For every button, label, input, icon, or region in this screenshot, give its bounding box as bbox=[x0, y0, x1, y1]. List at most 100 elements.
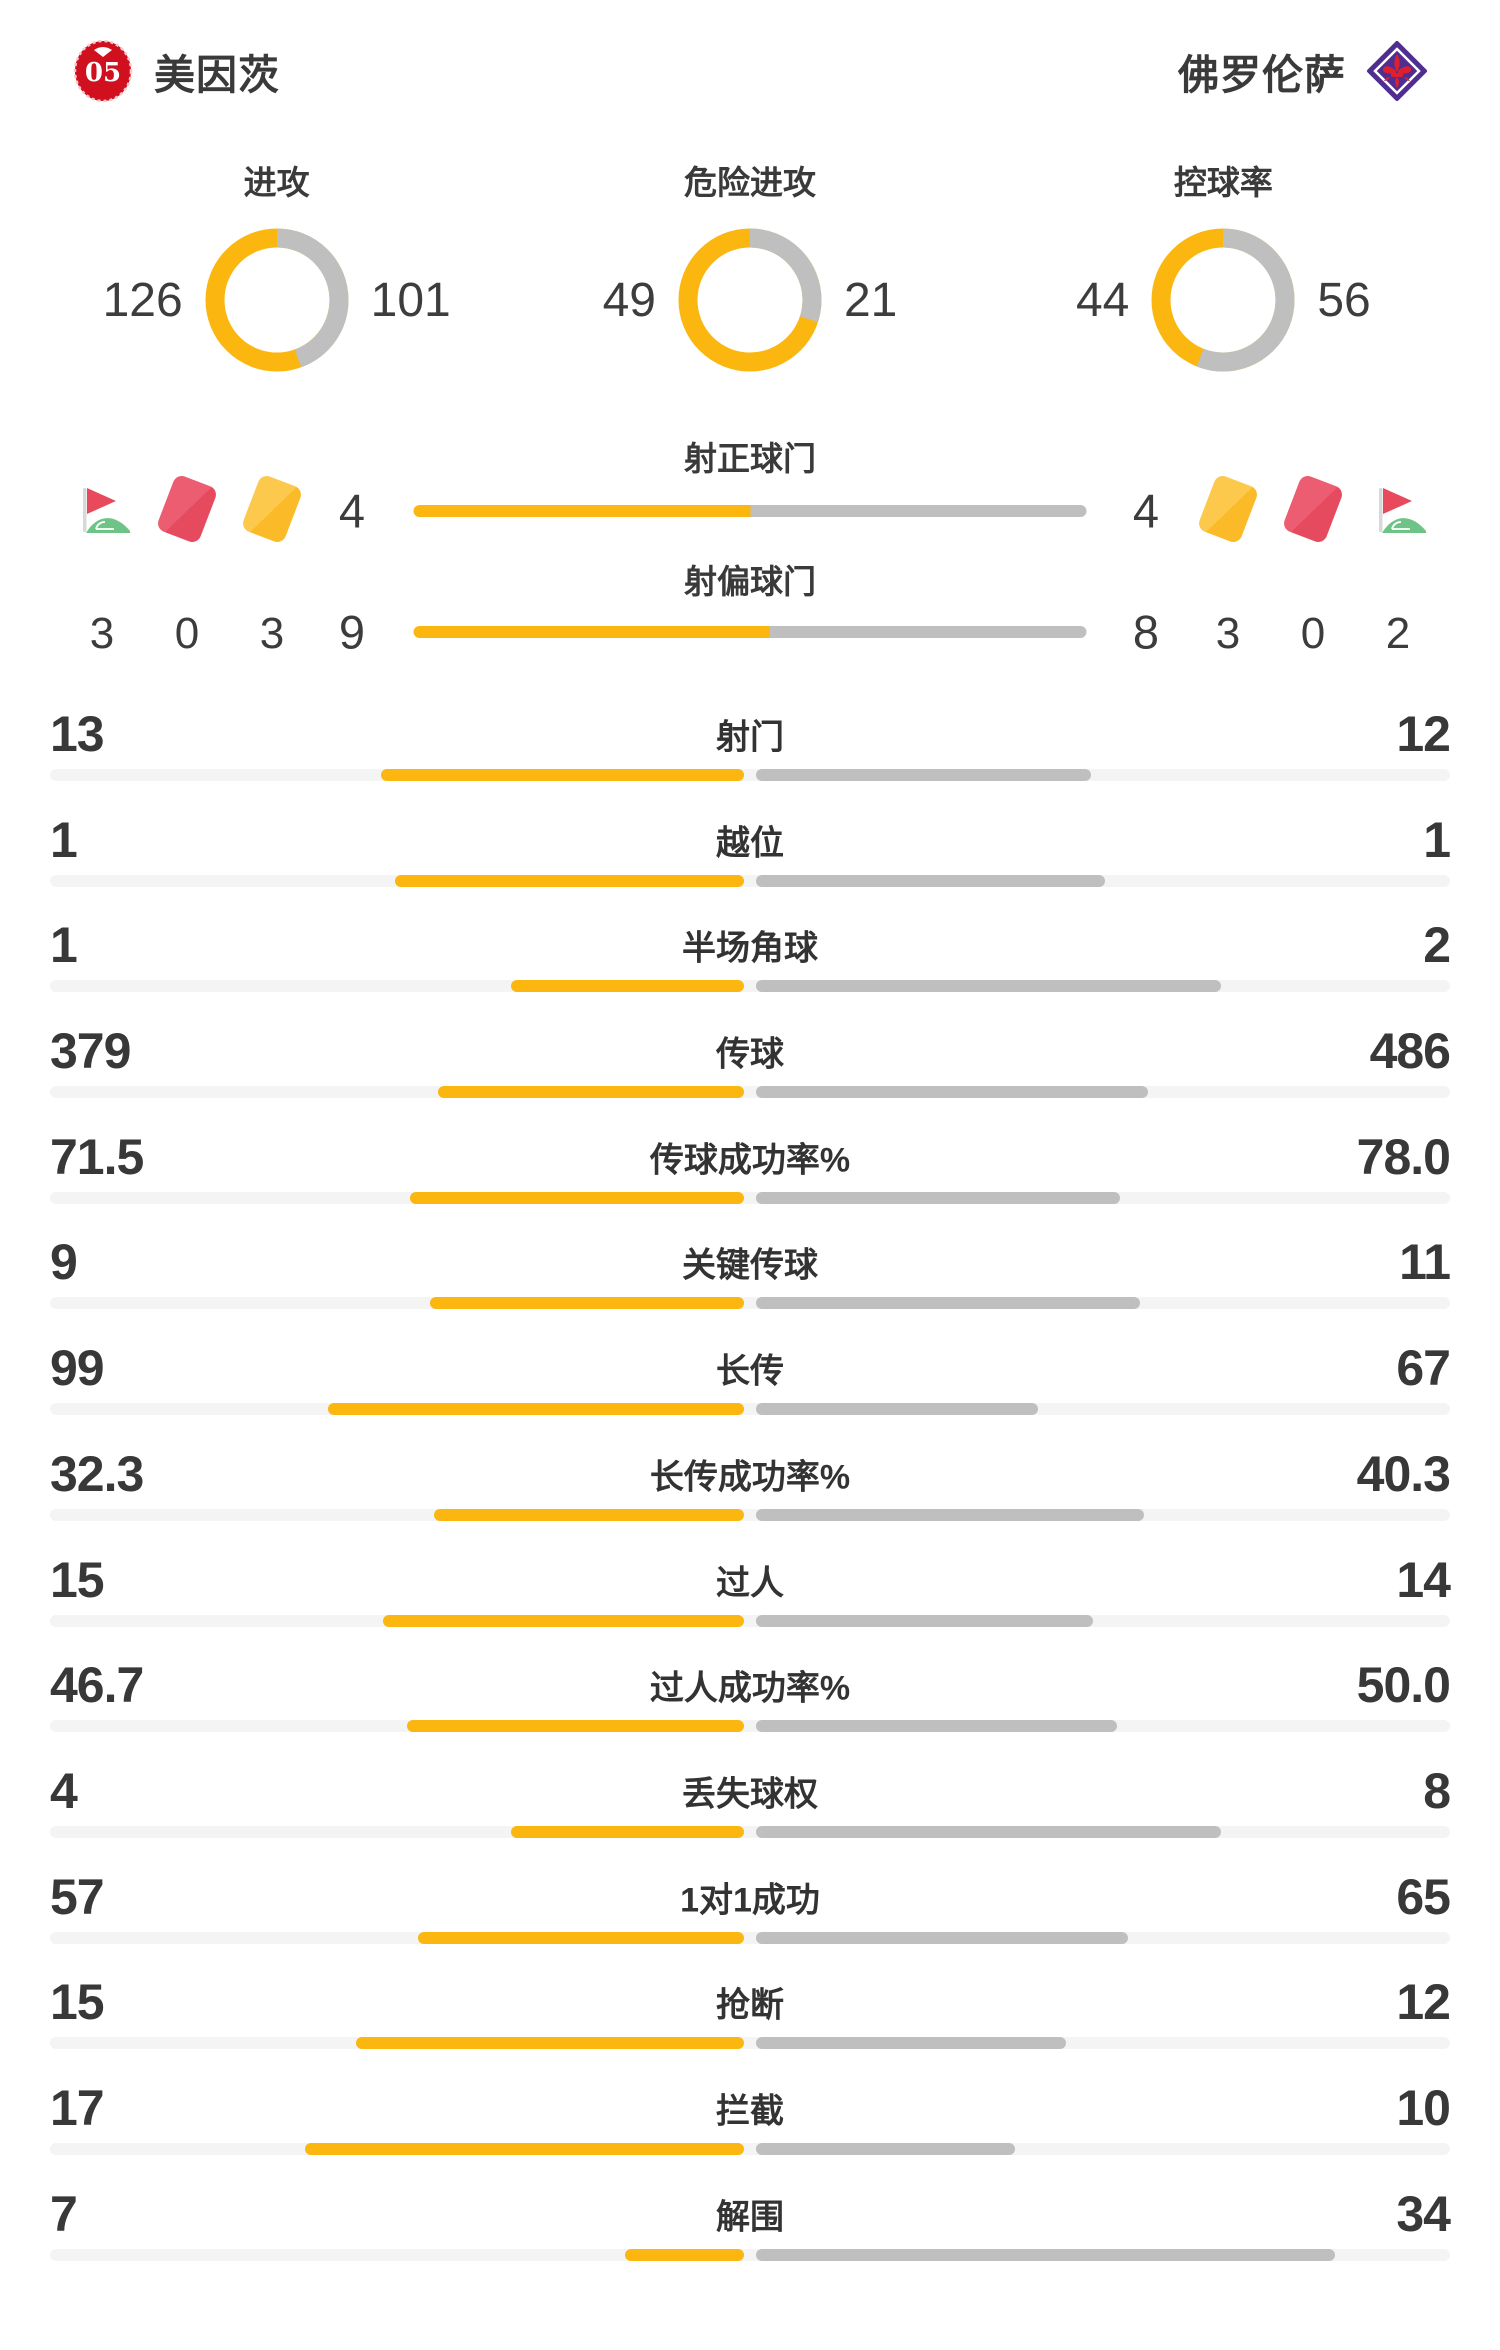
stat-home-value: 57 bbox=[50, 1868, 105, 1925]
shot-compare-bar bbox=[413, 505, 1087, 517]
away-yellow-cards-count: 3 bbox=[1215, 609, 1241, 658]
stat-home-value: 13 bbox=[50, 706, 105, 762]
home-red-cards-count: 0 bbox=[174, 609, 200, 658]
home-corners-count: 3 bbox=[89, 609, 115, 658]
stat-home-fill bbox=[511, 1825, 744, 1838]
stat-row: 15 过人 14 bbox=[0, 1536, 1500, 1642]
shot-away-value: 8 bbox=[1132, 605, 1160, 659]
stat-home-fill bbox=[395, 874, 744, 887]
stat-label: 越位 bbox=[716, 824, 784, 863]
stat-row: 46.7 过人成功率% 50.0 bbox=[0, 1641, 1500, 1747]
stat-home-fill bbox=[410, 1191, 744, 1204]
stat-home-value: 15 bbox=[50, 1551, 105, 1608]
stat-home-value: 46.7 bbox=[50, 1657, 144, 1714]
stat-track bbox=[50, 1720, 1450, 1733]
donut-section: 进攻 126 101 危险进攻 49 21 bbox=[0, 164, 1500, 372]
donut-away-value: 56 bbox=[1317, 273, 1371, 327]
stat-row: 57 1对1成功 65 bbox=[0, 1853, 1500, 1959]
away-team-name: 佛罗伦萨 bbox=[1178, 52, 1346, 98]
stat-away-value: 14 bbox=[1396, 1551, 1451, 1608]
home-yellow-card-icon bbox=[240, 473, 304, 545]
stat-label: 解围 bbox=[716, 2198, 784, 2237]
stats-section: 13 射门 12 1 越位 1 1 半场角球 2 bbox=[0, 690, 1500, 2275]
donut-chart bbox=[205, 228, 349, 372]
stat-label: 传球成功率% bbox=[649, 1141, 851, 1180]
shot-bar-home-fill bbox=[413, 626, 770, 638]
stat-home-fill bbox=[381, 769, 744, 781]
stat-label: 抢断 bbox=[716, 1986, 784, 2025]
stat-away-value: 78.0 bbox=[1356, 1128, 1451, 1185]
donut-row: 126 101 bbox=[85, 228, 469, 372]
stat-row: 15 抢断 12 bbox=[0, 1958, 1500, 2064]
stat-track bbox=[50, 874, 1450, 887]
stat-row: 7 解围 34 bbox=[0, 2170, 1500, 2276]
stat-track bbox=[50, 2248, 1450, 2261]
donut-chart bbox=[1151, 228, 1295, 372]
stat-home-value: 4 bbox=[50, 1762, 78, 1819]
stat-track bbox=[50, 980, 1450, 993]
donut-title: 进攻 bbox=[243, 164, 310, 201]
stat-row: 13 射门 12 bbox=[0, 690, 1500, 796]
stat-home-fill bbox=[624, 2248, 744, 2261]
fiorentina-crest-icon bbox=[1367, 41, 1427, 101]
stat-away-fill bbox=[756, 1720, 1117, 1733]
stat-label: 长传成功率% bbox=[649, 1458, 851, 1497]
home-yellow-cards-count: 3 bbox=[259, 609, 285, 658]
donut-away-value: 101 bbox=[370, 273, 451, 327]
stat-home-fill bbox=[356, 2037, 744, 2050]
stat-row: 32.3 长传成功率% 40.3 bbox=[0, 1430, 1500, 1536]
stat-home-value: 1 bbox=[50, 811, 78, 868]
stat-away-fill bbox=[756, 1931, 1128, 1944]
stat-away-fill bbox=[756, 2037, 1067, 2050]
stat-home-value: 7 bbox=[50, 2185, 78, 2242]
donut-row: 44 56 bbox=[1031, 228, 1415, 372]
away-red-card-icon bbox=[1281, 473, 1345, 545]
stat-home-value: 17 bbox=[50, 2079, 105, 2136]
shot-bar-away-fill bbox=[769, 626, 1087, 638]
stat-away-fill bbox=[756, 1086, 1149, 1099]
stat-row: 71.5 传球成功率% 78.0 bbox=[0, 1113, 1500, 1219]
stat-away-fill bbox=[756, 2142, 1015, 2155]
stat-track bbox=[50, 2037, 1450, 2050]
donut-cell: 危险进攻 49 21 bbox=[513, 164, 986, 372]
stat-track bbox=[50, 1191, 1450, 1204]
stat-away-value: 34 bbox=[1396, 2185, 1451, 2242]
home-team-header: 05 美因茨 bbox=[72, 40, 280, 102]
stat-away-value: 67 bbox=[1396, 1340, 1451, 1397]
donut-away-value: 21 bbox=[843, 273, 898, 327]
donut-home-value: 44 bbox=[1075, 273, 1130, 327]
shot-compare-bar bbox=[413, 626, 1087, 638]
stat-track bbox=[50, 1403, 1450, 1416]
stat-away-value: 1 bbox=[1423, 811, 1451, 868]
stat-away-value: 12 bbox=[1396, 1974, 1451, 2031]
stat-track bbox=[50, 1086, 1450, 1099]
stat-track bbox=[50, 1297, 1450, 1310]
stat-away-value: 65 bbox=[1396, 1868, 1451, 1925]
stat-label: 丢失球权 bbox=[682, 1775, 818, 1814]
stat-home-fill bbox=[327, 1403, 744, 1416]
shot-bar-away-fill bbox=[750, 505, 1087, 517]
shot-away-value: 4 bbox=[1132, 484, 1160, 538]
home-corner-flag-icon bbox=[71, 480, 133, 542]
stat-home-fill bbox=[511, 980, 744, 993]
stat-away-fill bbox=[756, 980, 1222, 993]
shot-home-value: 9 bbox=[338, 605, 366, 659]
stat-home-value: 71.5 bbox=[50, 1128, 144, 1185]
donut-title: 控球率 bbox=[1173, 164, 1273, 201]
shot-home-value: 4 bbox=[338, 484, 366, 538]
stat-away-value: 8 bbox=[1423, 1762, 1451, 1819]
away-yellow-card-icon bbox=[1196, 473, 1260, 545]
stat-row: 379 传球 486 bbox=[0, 1007, 1500, 1113]
away-team-header: 佛罗伦萨 bbox=[1178, 40, 1428, 102]
donut-chart bbox=[678, 228, 822, 372]
stat-away-value: 486 bbox=[1369, 1023, 1451, 1080]
stat-away-fill bbox=[756, 1825, 1222, 1838]
stat-away-fill bbox=[756, 1614, 1093, 1627]
stat-home-fill bbox=[433, 1508, 744, 1521]
stat-home-value: 379 bbox=[50, 1023, 131, 1080]
stat-away-fill bbox=[756, 874, 1105, 887]
stat-row: 9 关键传球 11 bbox=[0, 1218, 1500, 1324]
stat-away-value: 50.0 bbox=[1356, 1657, 1451, 1714]
mainz-crest-icon: 05 bbox=[73, 40, 133, 102]
